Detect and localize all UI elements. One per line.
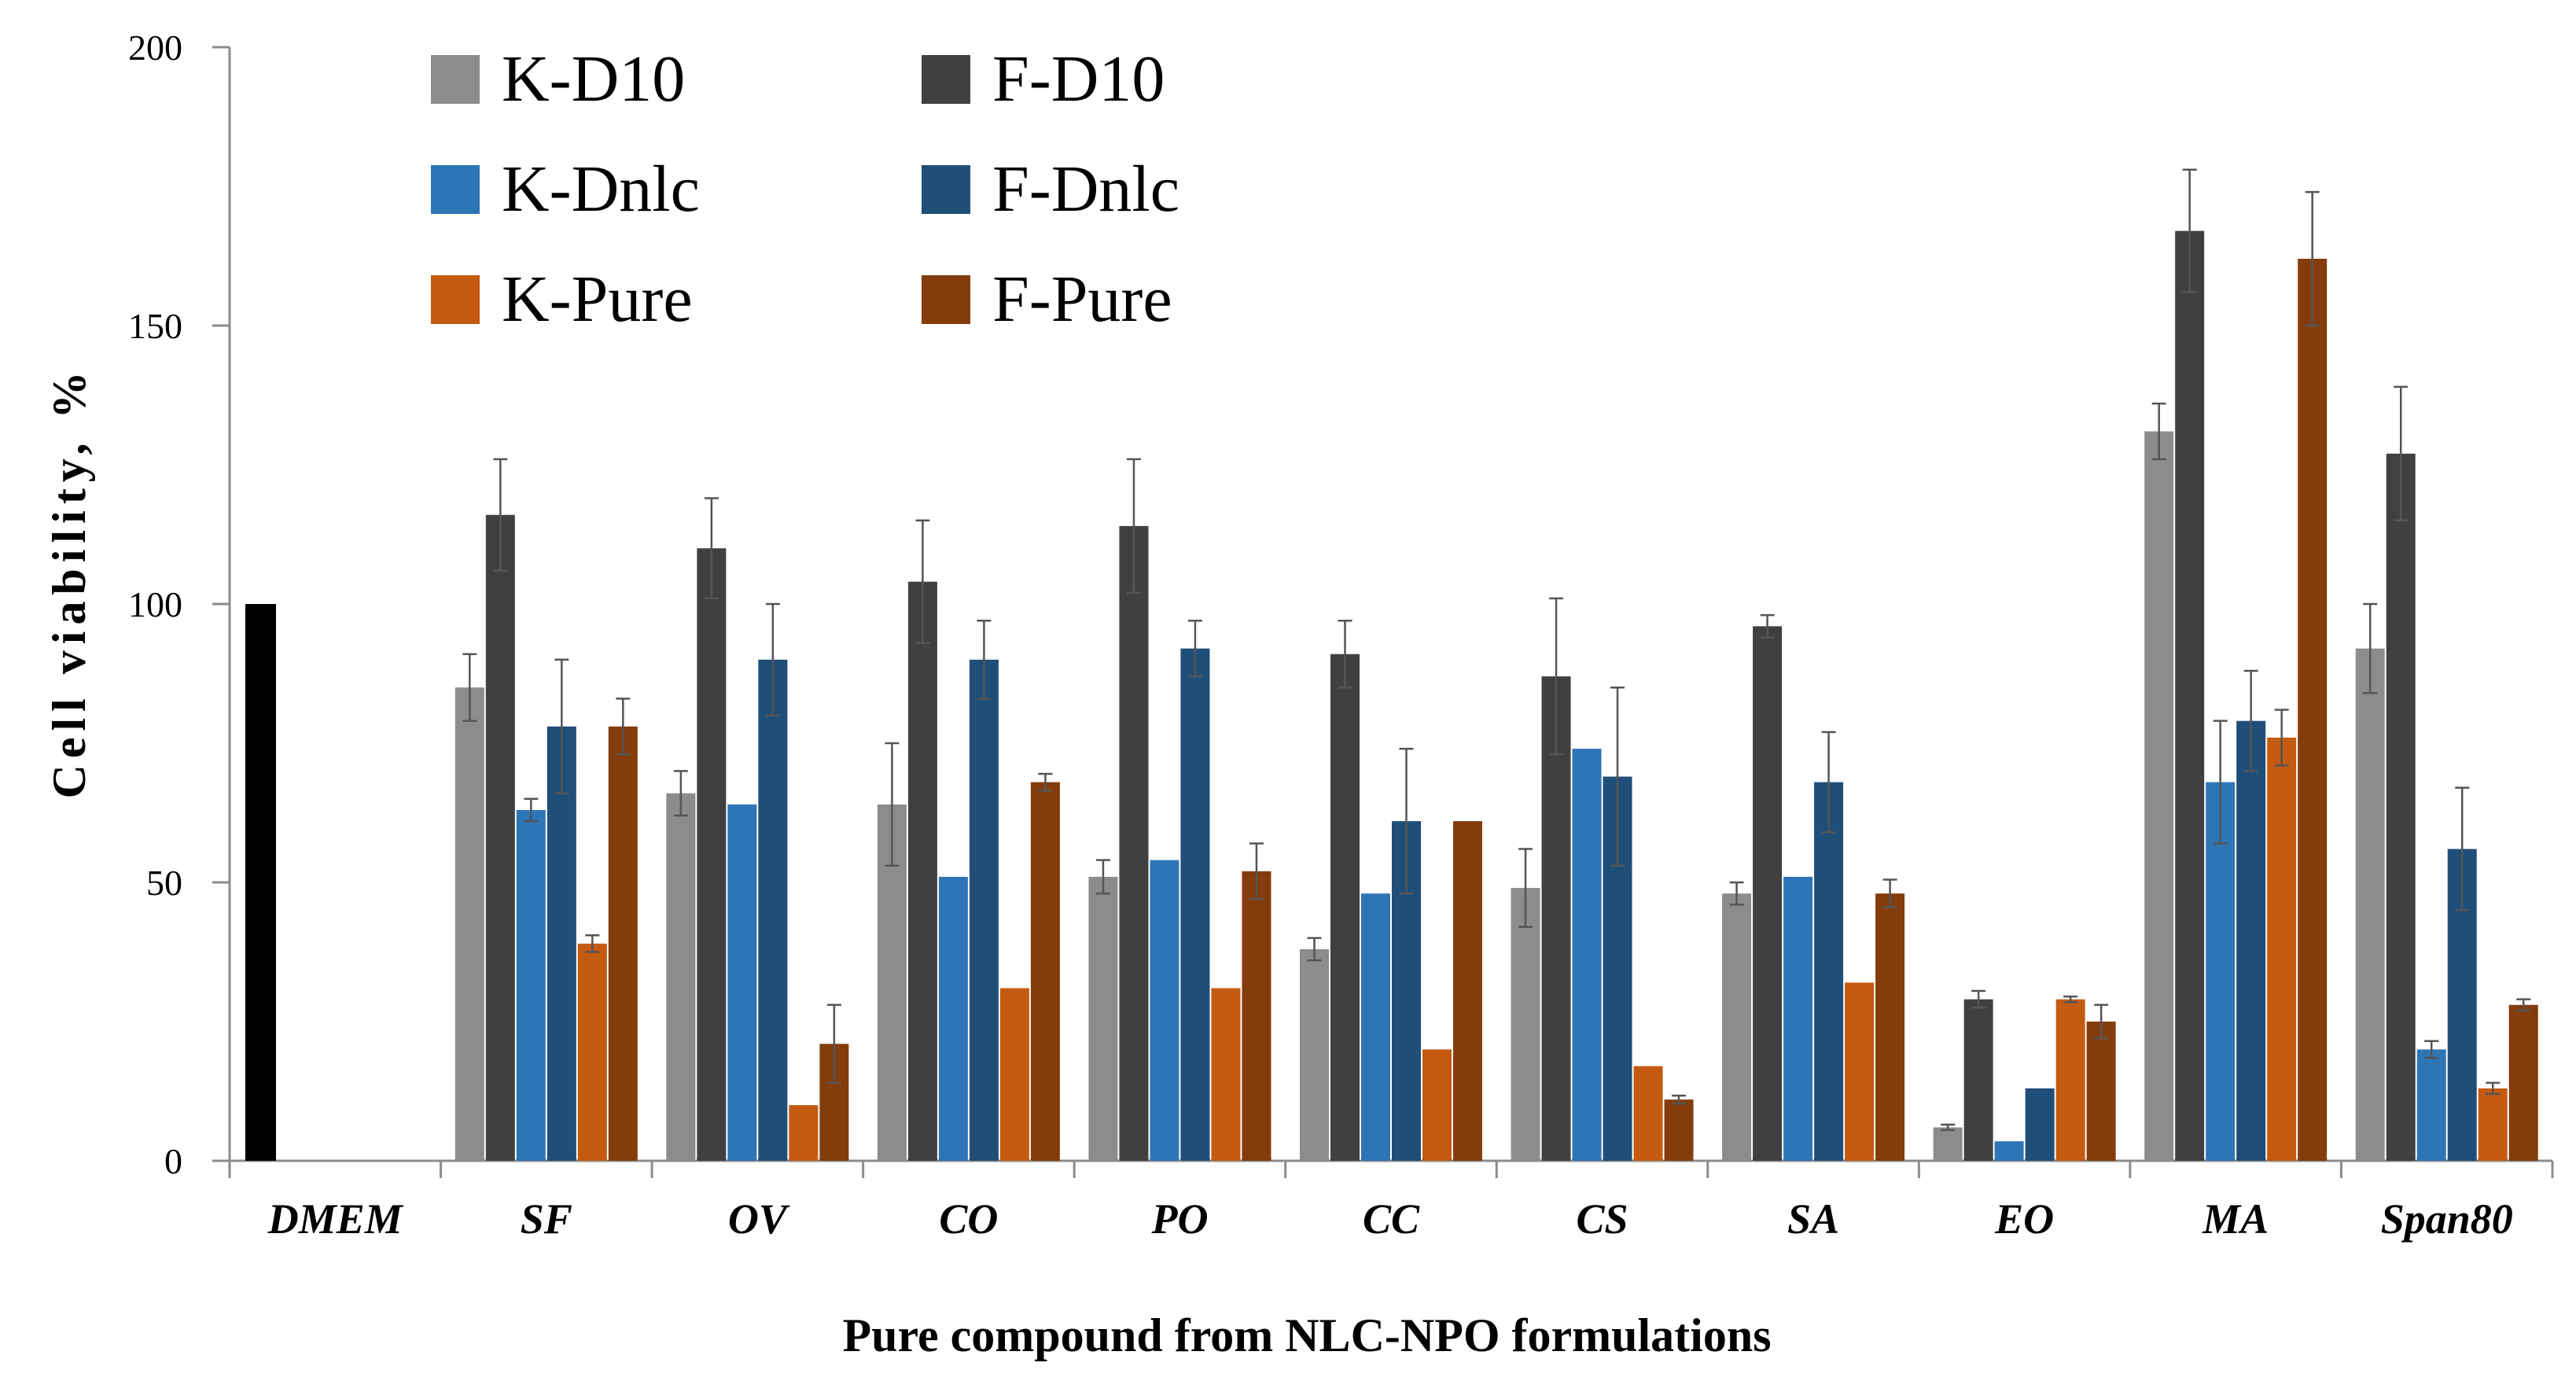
bar-k-d10	[1300, 948, 1329, 1161]
bar-f-pure	[2298, 259, 2328, 1161]
bar-f-d10	[1541, 676, 1571, 1161]
y-tick-label: 150	[128, 306, 182, 346]
bar-k-d10	[1722, 893, 1752, 1161]
bar-k-d10	[1088, 876, 1118, 1161]
y-tick-label: 0	[164, 1141, 182, 1181]
bar-f-pure	[2086, 1022, 2116, 1161]
legend-label-k-d10: K-D10	[502, 42, 685, 116]
legend-label-f-d10: F-D10	[992, 42, 1165, 116]
legend-label-f-dnlc: F-Dnlc	[992, 153, 1179, 226]
bar-k-dnlc	[938, 876, 968, 1161]
error-bars	[462, 168, 2531, 1132]
legend-swatch-f-d10	[922, 55, 970, 104]
bar-f-d10	[485, 514, 515, 1161]
bar-f-d10	[1119, 525, 1149, 1161]
bar-k-dnlc	[1994, 1141, 2024, 1161]
bar-k-pure	[999, 988, 1029, 1161]
bar-f-pure	[1453, 821, 1482, 1161]
bar-f-d10	[2386, 453, 2416, 1161]
x-tick-label: CO	[939, 1195, 998, 1243]
bar-k-pure	[2478, 1088, 2508, 1161]
bar-k-pure	[1422, 1049, 1452, 1161]
bar-f-pure	[1875, 893, 1905, 1161]
bar-k-d10	[1933, 1127, 1963, 1161]
x-tick-label: SA	[1787, 1195, 1839, 1243]
bar-f-dnlc	[969, 659, 999, 1161]
bar-f-dnlc	[1180, 648, 1210, 1161]
bar-f-pure	[608, 726, 638, 1161]
bar-k-d10	[666, 793, 696, 1161]
bar-k-dnlc	[1361, 893, 1390, 1161]
bar-k-pure	[2055, 999, 2085, 1161]
bar-f-d10	[1330, 654, 1360, 1161]
bar-f-pure	[2508, 1004, 2538, 1161]
bar-f-d10	[2175, 230, 2205, 1161]
legend-swatch-k-dnlc	[431, 165, 480, 214]
bar-k-pure	[1845, 982, 1875, 1161]
legend-swatch-k-pure	[431, 275, 480, 324]
bar-k-dnlc	[516, 809, 546, 1161]
legend-swatch-f-pure	[922, 275, 970, 324]
bar-k-pure	[577, 943, 607, 1161]
bar-k-d10	[2355, 648, 2385, 1161]
bar-f-dnlc	[2236, 720, 2266, 1161]
x-tick-label: MA	[2202, 1195, 2269, 1243]
bars	[245, 230, 2538, 1161]
x-tick-label: EO	[1994, 1195, 2054, 1243]
y-tick-label: 100	[128, 584, 182, 624]
x-axis-title: Pure compound from NLC-NPO formulations	[842, 1309, 1771, 1361]
bar-k-d10	[2144, 431, 2174, 1161]
y-axis-title: Cell viability, %	[43, 365, 95, 798]
bar-f-dnlc	[546, 726, 576, 1161]
bar-k-pure	[1211, 988, 1241, 1161]
y-tick-label: 200	[128, 28, 182, 68]
bar-k-dnlc	[2206, 782, 2236, 1161]
x-tick-label: PO	[1150, 1195, 1208, 1243]
bar-k-pure	[2267, 737, 2297, 1161]
x-tick-label: DMEM	[267, 1195, 404, 1243]
axis-labels: 0 50 100 150 200 DMEM SF OV CO PO CC CS SA EO MA Span80	[128, 28, 2513, 1243]
bar-k-dnlc	[727, 804, 757, 1161]
bar-f-d10	[1753, 626, 1783, 1161]
bar-control-dmem	[245, 604, 276, 1161]
bar-f-pure	[1242, 871, 1271, 1161]
legend-label-k-pure: K-Pure	[502, 263, 693, 336]
bar-f-d10	[697, 548, 727, 1161]
bar-k-dnlc	[2416, 1049, 2446, 1161]
legend-swatch-f-dnlc	[922, 165, 970, 214]
x-tick-label: OV	[728, 1195, 790, 1243]
bar-k-dnlc	[1783, 876, 1813, 1161]
y-tick-label: 50	[146, 863, 182, 903]
x-tick-label: CC	[1363, 1195, 1420, 1243]
bar-f-d10	[1963, 999, 1993, 1161]
x-tick-label: SF	[521, 1195, 572, 1243]
bar-k-dnlc	[1572, 749, 1602, 1161]
bar-f-d10	[907, 581, 937, 1161]
bar-k-d10	[454, 687, 484, 1161]
bar-f-dnlc	[758, 659, 788, 1161]
x-tick-label: Span80	[2381, 1195, 2513, 1243]
legend-label-k-dnlc: K-Dnlc	[502, 153, 700, 226]
legend-swatch-k-d10	[431, 55, 480, 104]
bar-k-pure	[1633, 1066, 1663, 1161]
bar-k-d10	[1511, 888, 1540, 1161]
bar-k-pure	[789, 1105, 819, 1161]
bar-f-dnlc	[1814, 782, 1844, 1161]
bar-f-pure	[1030, 782, 1060, 1161]
bar-f-pure	[1664, 1099, 1694, 1161]
bar-f-dnlc	[2025, 1088, 2055, 1161]
legend-label-f-pure: F-Pure	[992, 263, 1172, 336]
x-tick-label: CS	[1577, 1195, 1628, 1243]
legend: K-D10 K-Dnlc K-Pure F-D10 F-Dnlc F-Pure	[431, 42, 1179, 336]
bar-k-dnlc	[1150, 860, 1179, 1161]
